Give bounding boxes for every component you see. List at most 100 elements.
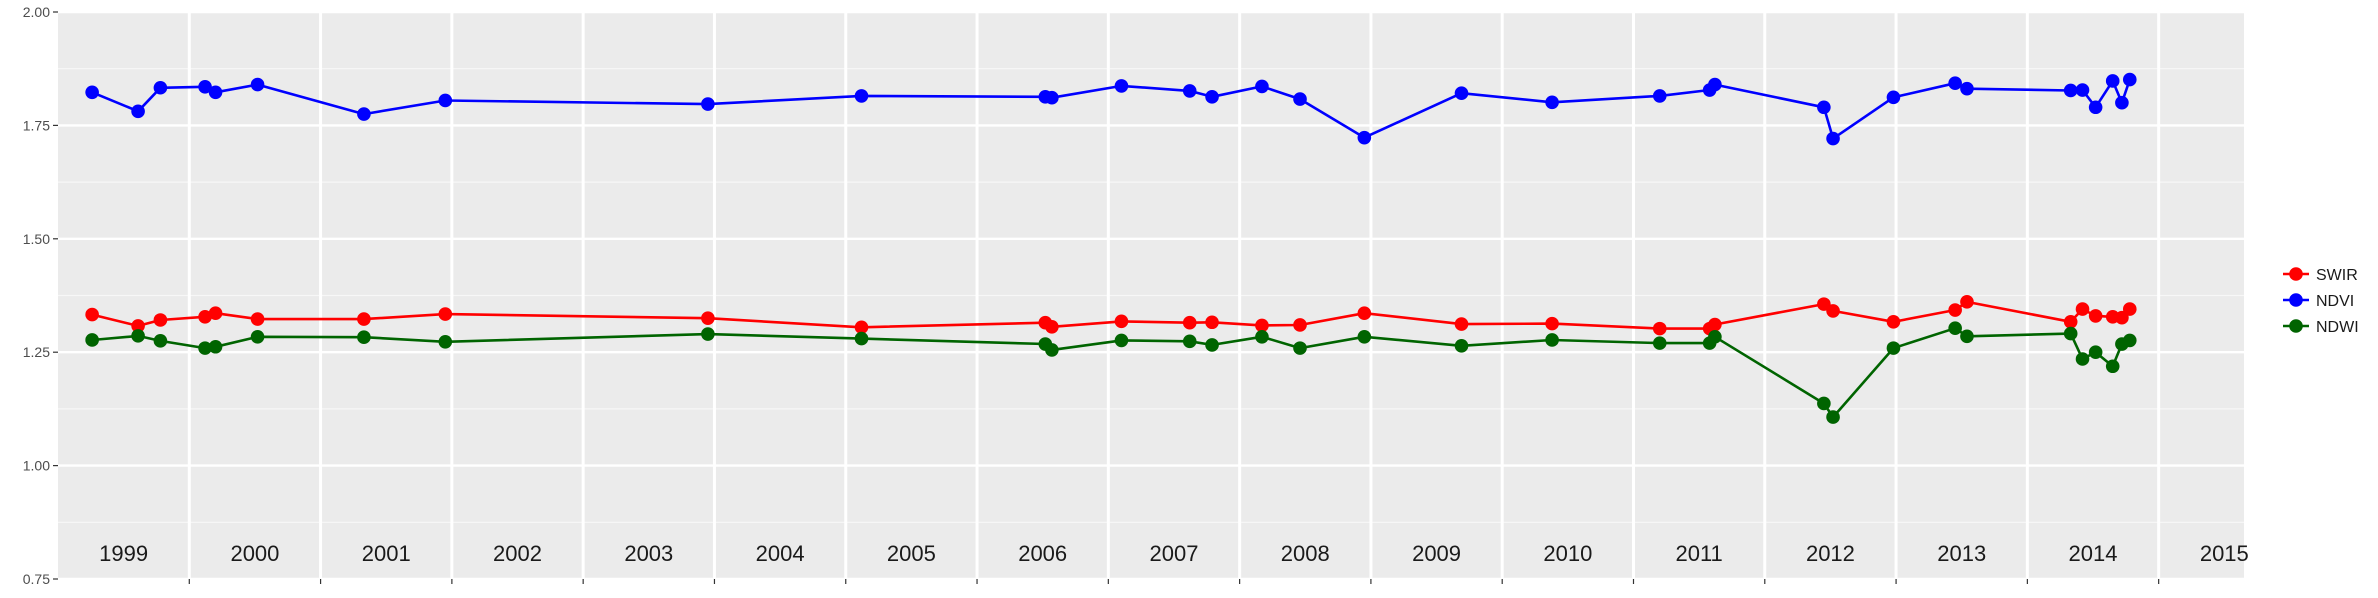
legend-label: NDVI <box>2316 293 2354 310</box>
data-point-swir <box>1545 316 1559 331</box>
data-point-ndwi <box>131 329 145 343</box>
data-point-swir <box>701 311 715 325</box>
series-ndvi <box>85 72 2137 146</box>
data-point-ndwi <box>1652 336 1667 350</box>
data-point-swir <box>85 307 99 322</box>
year-label: 2002 <box>493 541 542 566</box>
year-label: 2008 <box>1281 541 1330 566</box>
data-point-ndvi <box>1886 90 1901 105</box>
data-point-ndvi <box>1826 131 1840 146</box>
legend-label: NDWI <box>2316 319 2359 336</box>
data-point-swir <box>1948 303 1962 317</box>
data-point-ndwi <box>153 334 168 348</box>
data-point-ndvi <box>357 107 371 121</box>
data-point-swir <box>1826 304 1840 318</box>
y-tick-label: 0.75 <box>23 571 50 587</box>
year-label: 2009 <box>1412 541 1461 566</box>
data-point-ndvi <box>1357 130 1372 145</box>
data-point-ndvi <box>208 85 223 100</box>
data-point-ndwi <box>250 329 265 344</box>
year-label: 2006 <box>1018 541 1067 566</box>
data-point-ndvi <box>1255 79 1269 94</box>
data-point-ndwi <box>1886 341 1901 355</box>
data-point-swir <box>198 310 212 324</box>
y-tick-label: 1.00 <box>23 458 50 474</box>
y-tick-label: 1.25 <box>23 344 50 360</box>
legend-item-ndwi: NDWI <box>2283 319 2359 336</box>
year-label: 2004 <box>756 541 805 566</box>
data-point-ndvi <box>854 89 869 103</box>
data-point-ndvi <box>2122 72 2137 87</box>
grid-lines <box>58 10 2244 581</box>
legend-key-point <box>2289 319 2303 333</box>
data-point-ndwi <box>2063 326 2078 341</box>
data-point-ndvi <box>1182 84 1197 98</box>
data-point-ndvi <box>2063 83 2078 98</box>
year-label: 2007 <box>1149 541 1198 566</box>
data-point-ndwi <box>2105 359 2120 374</box>
data-point-ndvi <box>198 80 212 94</box>
y-tick-label: 1.75 <box>23 117 50 133</box>
data-point-ndvi <box>131 104 145 119</box>
data-point-ndwi <box>1948 321 1962 335</box>
data-point-ndwi <box>198 341 212 355</box>
data-point-ndvi <box>1652 89 1667 103</box>
data-point-ndvi <box>250 77 265 92</box>
data-point-ndwi <box>357 330 371 345</box>
data-point-ndvi <box>1114 79 1129 93</box>
data-point-ndwi <box>1454 339 1469 353</box>
data-point-ndvi <box>2075 83 2090 97</box>
data-point-ndwi <box>2075 352 2090 366</box>
data-point-swir <box>2088 309 2103 323</box>
data-point-swir <box>2063 315 2078 329</box>
series-swir <box>85 295 2137 336</box>
data-point-swir <box>153 313 168 327</box>
data-point-swir <box>357 312 371 326</box>
data-point-ndwi <box>1205 338 1219 352</box>
series-ndwi <box>85 321 2137 424</box>
data-point-ndwi <box>85 333 99 347</box>
data-point-ndvi <box>1545 95 1559 110</box>
data-point-ndwi <box>1255 329 1269 344</box>
data-point-ndwi <box>438 334 453 349</box>
data-point-swir <box>1205 315 1219 330</box>
series-line-ndwi <box>91 326 2131 419</box>
y-tick-label: 2.00 <box>23 4 50 20</box>
data-point-ndvi <box>2088 100 2103 115</box>
data-point-ndwi <box>1182 334 1197 349</box>
data-point-ndvi <box>2105 74 2120 88</box>
data-point-swir <box>1454 317 1469 331</box>
year-label: 2013 <box>1937 541 1986 566</box>
data-point-ndvi <box>85 85 99 100</box>
data-point-ndwi <box>1545 333 1559 347</box>
data-point-ndvi <box>1205 90 1219 104</box>
data-point-swir <box>1886 315 1901 329</box>
data-point-swir <box>1182 315 1197 330</box>
data-point-swir <box>1357 306 1372 320</box>
legend-key-point <box>2289 293 2303 307</box>
data-point-ndvi <box>1948 76 1962 91</box>
data-point-ndvi <box>1817 100 1831 115</box>
data-point-swir <box>1255 318 1269 333</box>
legend-item-ndvi: NDVI <box>2283 293 2354 310</box>
data-point-swir <box>250 312 265 326</box>
data-point-swir <box>1114 314 1129 329</box>
data-point-ndwi <box>1960 329 1974 344</box>
year-label: 2012 <box>1806 541 1855 566</box>
data-point-ndvi <box>2115 95 2129 110</box>
data-point-swir <box>1960 295 1974 309</box>
data-point-swir <box>1293 318 1307 332</box>
series-line-swir <box>91 300 2131 330</box>
data-point-ndwi <box>1817 396 1831 411</box>
year-label: 2005 <box>887 541 936 566</box>
data-point-ndvi <box>438 93 453 108</box>
data-point-swir <box>131 319 145 333</box>
data-point-ndwi <box>701 327 715 341</box>
data-point-ndwi <box>1114 333 1129 348</box>
year-label: 1999 <box>99 541 148 566</box>
data-point-ndvi <box>1454 86 1469 100</box>
legend-label: SWIR <box>2316 267 2358 284</box>
year-label: 2015 <box>2200 541 2249 566</box>
